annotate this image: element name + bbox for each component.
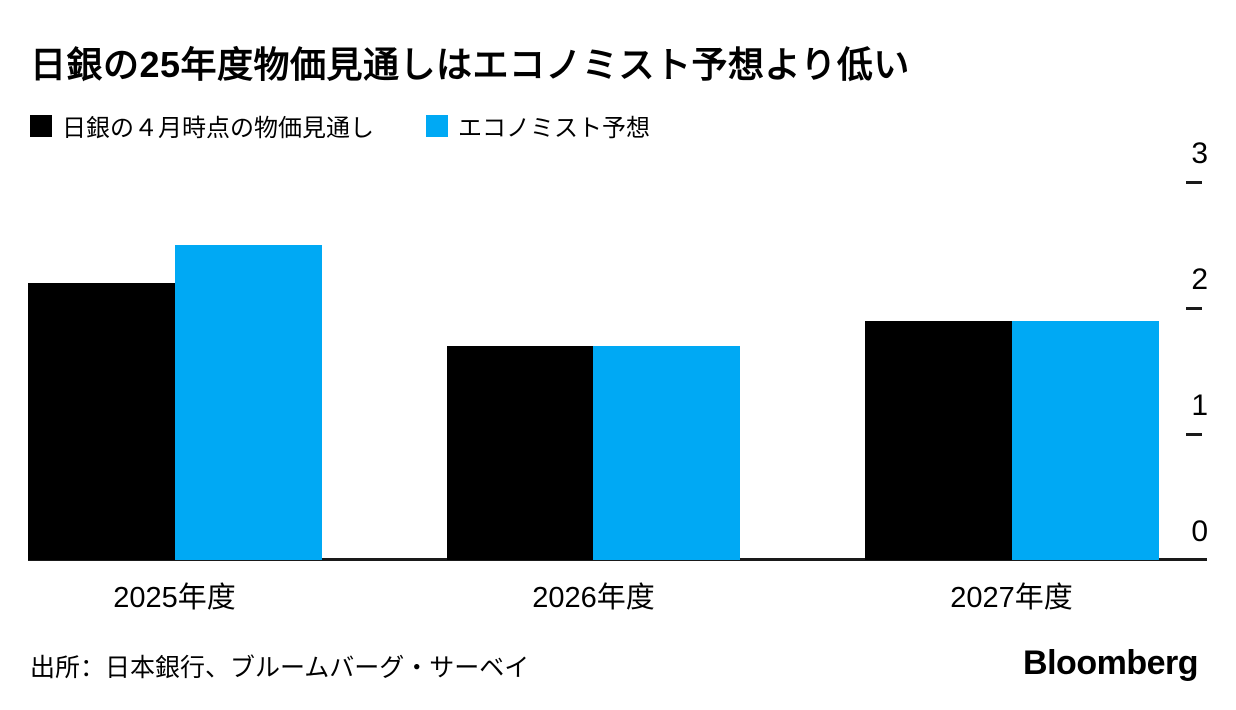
legend-swatch-blue-icon	[426, 114, 448, 137]
legend-item-boj: 日銀の４月時点の物価見通し	[30, 108, 374, 143]
legend-swatch-black-icon	[30, 114, 52, 137]
legend: 日銀の４月時点の物価見通し エコノミスト予想	[30, 108, 702, 143]
bar-economist-2027年度	[1012, 321, 1159, 560]
y-axis-tick-mark	[1186, 181, 1202, 184]
x-axis-label: 2027年度	[950, 582, 1073, 614]
x-axis-label: 2026年度	[532, 582, 655, 614]
bar-boj-2025年度	[28, 283, 175, 560]
bloomberg-logo: Bloomberg	[1023, 644, 1198, 682]
y-axis-tick-label: 2	[1191, 263, 1208, 296]
y-axis-tick-label: 1	[1191, 389, 1208, 422]
chart-title: 日銀の25年度物価見通しはエコノミスト予想より低い	[30, 44, 910, 85]
source-note: 出所：日本銀行、ブルームバーグ・サーベイ	[30, 654, 530, 682]
y-axis-tick-label: 3	[1191, 137, 1208, 170]
legend-item-economist: エコノミスト予想	[426, 108, 650, 143]
bar-boj-2027年度	[865, 321, 1012, 560]
legend-label-economist: エコノミスト予想	[458, 115, 650, 142]
y-axis-tick-label: 0	[1191, 515, 1208, 548]
y-axis-tick-mark	[1186, 307, 1202, 310]
bar-economist-2025年度	[175, 245, 322, 560]
bar-boj-2026年度	[447, 346, 594, 560]
y-axis-tick-mark	[1186, 433, 1202, 436]
x-axis-label: 2025年度	[113, 582, 236, 614]
legend-label-boj: 日銀の４月時点の物価見通し	[62, 115, 374, 142]
bar-economist-2026年度	[593, 346, 740, 560]
